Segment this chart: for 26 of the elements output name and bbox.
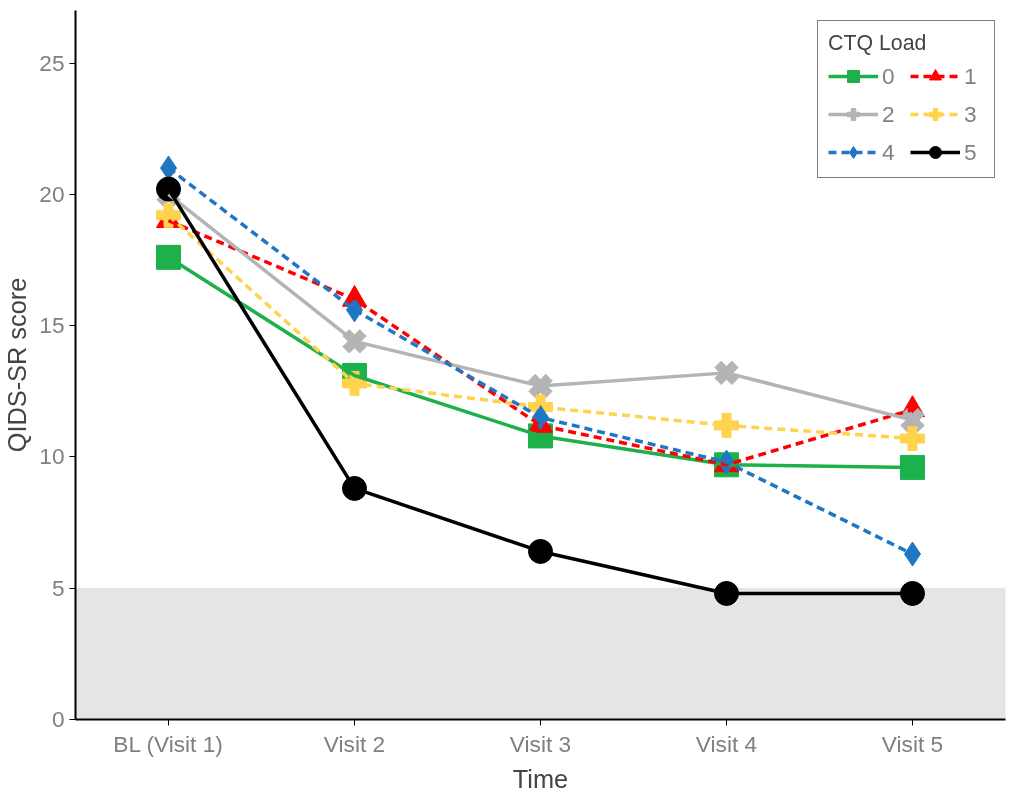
y-axis-title: QIDS-SR score xyxy=(3,277,32,453)
point xyxy=(156,244,181,270)
legend-label: 2 xyxy=(882,100,896,128)
legend-label: 5 xyxy=(964,138,978,166)
point xyxy=(900,426,925,452)
x-tick-label: Visit 4 xyxy=(695,730,758,757)
x-tick-label: Visit 5 xyxy=(881,730,944,757)
y-tick-label: 15 xyxy=(39,312,65,339)
y-tick-label: 0 xyxy=(51,706,65,732)
point xyxy=(900,580,925,606)
y-tick-label: 10 xyxy=(39,443,65,470)
legend-label: 0 xyxy=(882,62,896,90)
x-axis-title: Time xyxy=(512,764,569,793)
y-tick-label: 5 xyxy=(51,574,65,601)
x-tick-label: Visit 2 xyxy=(323,730,386,757)
point xyxy=(156,176,181,202)
x-tick-label: BL (Visit 1) xyxy=(113,730,223,757)
point xyxy=(900,454,925,480)
legend-label: 4 xyxy=(882,138,896,166)
point xyxy=(714,412,739,438)
legend-label: 1 xyxy=(964,62,978,90)
y-tick-label: 25 xyxy=(39,49,65,76)
x-tick-label: Visit 3 xyxy=(509,730,572,757)
legend-title: CTQ Load xyxy=(828,31,928,56)
legend-label: 3 xyxy=(964,100,978,128)
y-tick-label: 20 xyxy=(39,180,65,207)
